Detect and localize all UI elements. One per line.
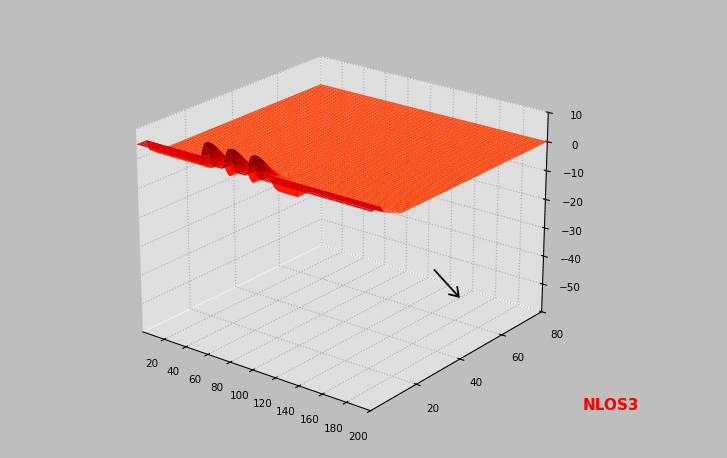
Text: NLOS3: NLOS3 [582, 398, 639, 413]
